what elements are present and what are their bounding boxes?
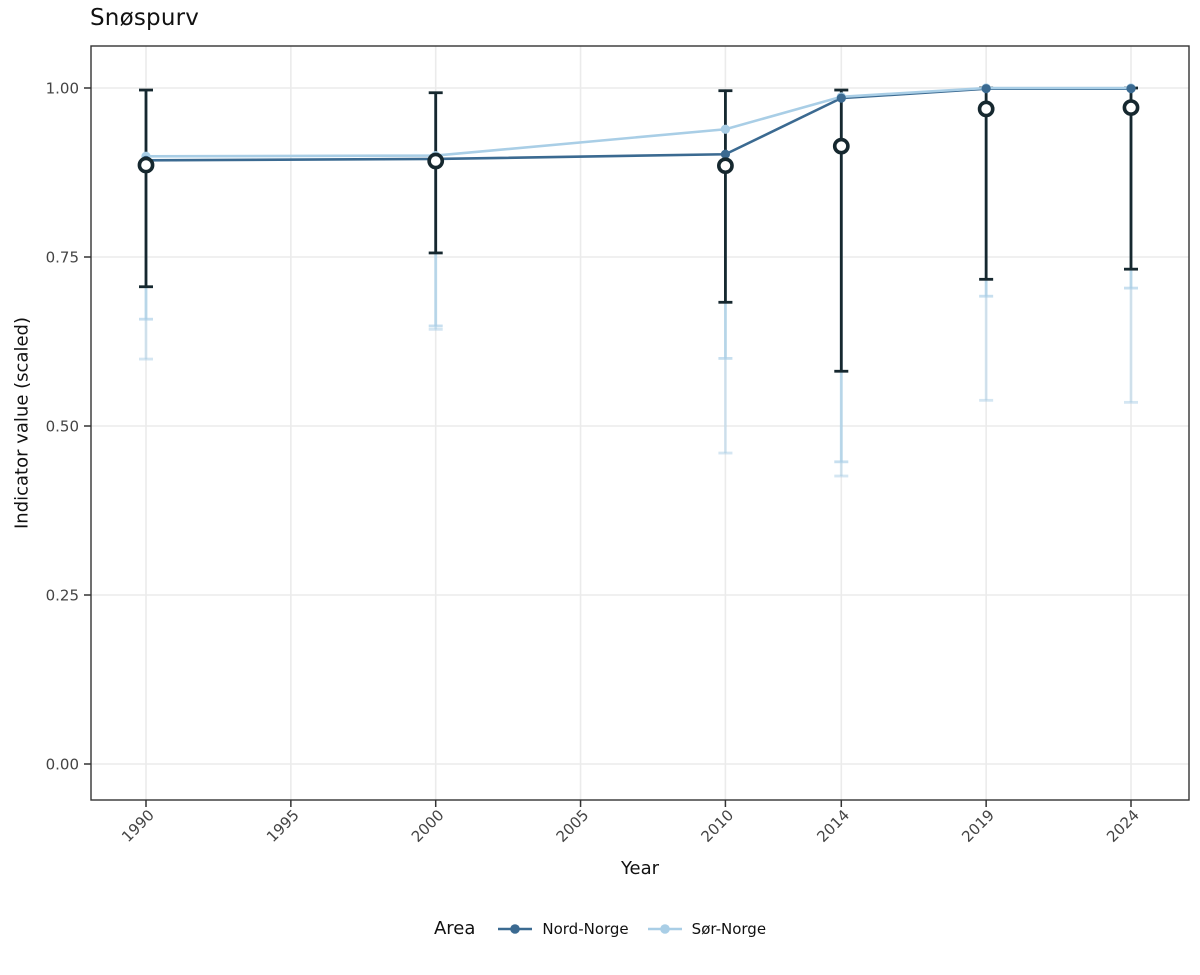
x-tick-label: 2010 <box>698 806 738 846</box>
legend-key-icon <box>498 923 533 934</box>
series-point-nord-norge <box>981 84 991 94</box>
open-circle-point <box>977 100 995 118</box>
open-circle-point <box>137 156 155 174</box>
x-tick-label: 2000 <box>408 806 448 846</box>
series-line-nord-norge <box>145 87 1131 162</box>
series-point-nord-norge <box>720 149 731 159</box>
series-line-sor-norge <box>145 86 1131 158</box>
x-tick-label: 2024 <box>1103 806 1143 846</box>
y-axis-title: Indicator value (scaled) <box>11 316 33 530</box>
legend: Area Nord-Norge Sør-Norge <box>0 918 1200 939</box>
x-tick-label: 2005 <box>553 806 593 846</box>
panel-border <box>90 45 1190 801</box>
legend-label: Nord-Norge <box>542 919 629 938</box>
y-tick-label: 1.00 <box>46 79 79 97</box>
open-circle-point <box>427 152 445 170</box>
series-point-nord-norge <box>836 93 846 103</box>
open-circle-point <box>832 137 850 155</box>
y-tick-label: 0.50 <box>46 417 79 435</box>
legend-key-icon <box>647 923 682 934</box>
x-tick-label: 2019 <box>958 806 998 846</box>
x-tick-label: 1995 <box>263 806 303 846</box>
series-point-sor-norge <box>720 124 731 134</box>
legend-item-nord-norge: Nord-Norge <box>497 919 629 938</box>
x-axis-title: Year <box>620 858 660 879</box>
open-circle-point <box>717 157 734 175</box>
legend-item-sor-norge: Sør-Norge <box>647 920 766 938</box>
legend-label: Sør-Norge <box>691 919 767 938</box>
series-point-nord-norge <box>1126 84 1136 94</box>
y-tick-label: 0.00 <box>46 755 79 773</box>
legend-title: Area <box>433 918 476 939</box>
x-tick-label: 2014 <box>813 806 853 846</box>
x-tick-label: 1990 <box>118 806 158 846</box>
y-tick-label: 0.75 <box>46 248 79 266</box>
y-tick-label: 0.25 <box>46 586 79 604</box>
chart-title: Snøspurv <box>90 5 200 31</box>
open-circle-point <box>1122 99 1140 117</box>
